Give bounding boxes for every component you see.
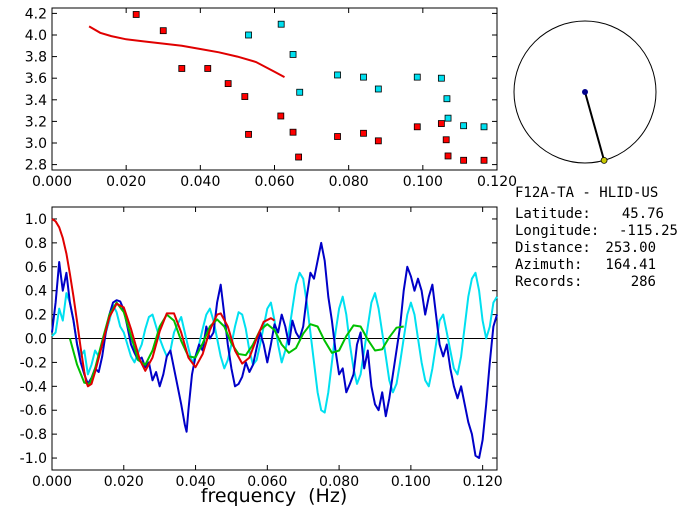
dispersion-point-s1-3 bbox=[296, 88, 304, 96]
dispersion-point-s0-2 bbox=[178, 65, 186, 72]
dispersion-ytick-label-3-4: 3.4 bbox=[25, 93, 47, 109]
azimuth-tip-dot bbox=[600, 156, 608, 164]
dispersion-point-s0-18 bbox=[480, 156, 488, 164]
dispersion-series bbox=[88, 11, 488, 164]
correlation-ytick-label-1-0: 1.0 bbox=[25, 212, 47, 228]
dispersion-xtick-label-0-100: 0.100 bbox=[403, 174, 443, 190]
correlation-axis-ticks: 0.000 0.020 0.040 0.060 0.080 0.100 0.120 1.0 0.… bbox=[20, 207, 503, 490]
dial-circle bbox=[513, 20, 657, 164]
azimuth-label: Azimuth: bbox=[515, 257, 582, 273]
dispersion-plot-frame bbox=[51, 7, 498, 171]
longitude-label: Longitude: bbox=[515, 223, 599, 239]
dispersion-point-s1-6 bbox=[374, 85, 382, 93]
dispersion-xtick-label-0-120: 0.120 bbox=[477, 174, 517, 190]
azimuth-needle bbox=[584, 91, 606, 161]
azimuth-value: 164.41 bbox=[605, 257, 656, 273]
dispersion-ytick-label-3-0: 3.0 bbox=[25, 136, 47, 152]
correlation-xtick-label-0-000: 0.000 bbox=[32, 474, 72, 490]
dispersion-point-s1-2 bbox=[289, 51, 297, 58]
station-title: F12A-TA - HLID-US bbox=[515, 185, 658, 201]
station-info: F12A-TA - HLID-US Latitude: 45.76 Longit… bbox=[515, 185, 678, 290]
correlation-panel: 0.000 0.020 0.040 0.060 0.080 0.100 0.120 1.0 0.… bbox=[20, 206, 503, 507]
dispersion-xtick-label-0-020: 0.020 bbox=[106, 174, 146, 190]
dispersion-model-curve bbox=[88, 25, 285, 78]
dispersion-xtick-label-0-060: 0.060 bbox=[254, 174, 294, 190]
correlation-ytick-label-0-2: -0.2 bbox=[20, 355, 47, 371]
correlation-xtick-label-0-040: 0.040 bbox=[176, 474, 216, 490]
correlation-xtick-label-0-020: 0.020 bbox=[104, 474, 144, 490]
dispersion-point-s0-12 bbox=[374, 137, 382, 145]
dispersion-point-s0-0 bbox=[132, 11, 140, 18]
correlation-series-line-2 bbox=[51, 241, 498, 459]
dispersion-point-s1-12 bbox=[480, 123, 488, 131]
dispersion-point-s0-4 bbox=[224, 80, 232, 87]
dispersion-point-s0-1 bbox=[159, 27, 167, 35]
distance-value: 253.00 bbox=[605, 240, 656, 256]
dispersion-point-s1-11 bbox=[460, 122, 468, 130]
dispersion-ytick-label-2-8: 2.8 bbox=[25, 158, 47, 174]
records-label: Records: bbox=[515, 274, 582, 290]
azimuth-dial bbox=[513, 20, 657, 164]
dial-center-dot bbox=[582, 89, 588, 95]
dispersion-point-s0-9 bbox=[295, 153, 303, 161]
dispersion-ytick-label-3-2: 3.2 bbox=[25, 114, 47, 130]
dispersion-point-s0-11 bbox=[360, 129, 367, 137]
correlation-xtick-label-0-060: 0.060 bbox=[247, 474, 287, 490]
dispersion-point-s0-16 bbox=[444, 152, 452, 160]
correlation-ytick-label-1-0: -1.0 bbox=[20, 451, 47, 467]
correlation-xtick-label-0-120: 0.120 bbox=[463, 474, 503, 490]
correlation-ytick-label-0-2: 0.2 bbox=[25, 308, 47, 324]
latitude-value: 45.76 bbox=[622, 206, 664, 222]
longitude-value: -115.25 bbox=[619, 223, 678, 239]
dispersion-point-s0-3 bbox=[204, 65, 212, 72]
records-value: 286 bbox=[631, 274, 656, 290]
dispersion-scatter-panel: 0.000 0.020 0.040 0.060 0.080 0.100 0.120 2.8 3.… bbox=[25, 6, 517, 190]
correlation-ytick-label-0-6: 0.6 bbox=[25, 260, 47, 276]
dispersion-point-s1-7 bbox=[413, 73, 421, 81]
dispersion-point-s1-4 bbox=[334, 71, 341, 79]
dispersion-ytick-label-3-6: 3.6 bbox=[25, 71, 47, 87]
dispersion-point-s1-5 bbox=[360, 73, 367, 81]
dispersion-point-s0-14 bbox=[437, 120, 445, 127]
dispersion-point-s0-10 bbox=[334, 133, 341, 140]
correlation-ytick-label-0-0: 0.0 bbox=[25, 332, 47, 348]
dispersion-ytick-label-3-8: 3.8 bbox=[25, 50, 47, 66]
correlation-ytick-label-0-4: -0.4 bbox=[20, 379, 47, 395]
x-axis-label: frequency (Hz) bbox=[201, 485, 347, 507]
dispersion-xtick-label-0-000: 0.000 bbox=[32, 174, 72, 190]
dispersion-point-s1-10 bbox=[444, 114, 452, 122]
correlation-series bbox=[51, 218, 498, 459]
dispersion-xtick-label-0-040: 0.040 bbox=[180, 174, 220, 190]
dispersion-ytick-label-4-2: 4.2 bbox=[25, 6, 47, 22]
dispersion-xtick-label-0-080: 0.080 bbox=[329, 174, 369, 190]
dispersion-point-s0-5 bbox=[241, 93, 249, 100]
latitude-label: Latitude: bbox=[515, 206, 591, 222]
dispersion-point-s1-0 bbox=[245, 31, 252, 39]
dispersion-point-s1-1 bbox=[277, 20, 285, 28]
correlation-series-line-0 bbox=[51, 218, 276, 388]
dispersion-point-s0-8 bbox=[289, 128, 297, 136]
dispersion-point-s1-9 bbox=[443, 95, 451, 103]
dispersion-point-s0-15 bbox=[442, 136, 450, 144]
dispersion-point-s1-8 bbox=[437, 74, 445, 82]
correlation-ytick-label-0-6: -0.6 bbox=[20, 403, 47, 419]
dispersion-point-s0-6 bbox=[245, 130, 252, 138]
dispersion-point-s0-17 bbox=[460, 156, 468, 164]
dispersion-axis-ticks: 0.000 0.020 0.040 0.060 0.080 0.100 0.120 2.8 3.… bbox=[25, 6, 517, 190]
dispersion-point-s0-7 bbox=[277, 112, 285, 120]
correlation-ytick-label-0-8: 0.8 bbox=[25, 236, 47, 252]
dispersion-point-s0-13 bbox=[413, 123, 421, 131]
correlation-xtick-label-0-100: 0.100 bbox=[391, 474, 431, 490]
distance-label: Distance: bbox=[515, 240, 591, 256]
dispersion-ytick-label-4-0: 4.0 bbox=[25, 28, 47, 44]
correlation-ytick-label-0-8: -0.8 bbox=[20, 427, 47, 443]
correlation-ytick-label-0-4: 0.4 bbox=[25, 284, 47, 300]
correlation-xtick-label-0-080: 0.080 bbox=[319, 474, 359, 490]
